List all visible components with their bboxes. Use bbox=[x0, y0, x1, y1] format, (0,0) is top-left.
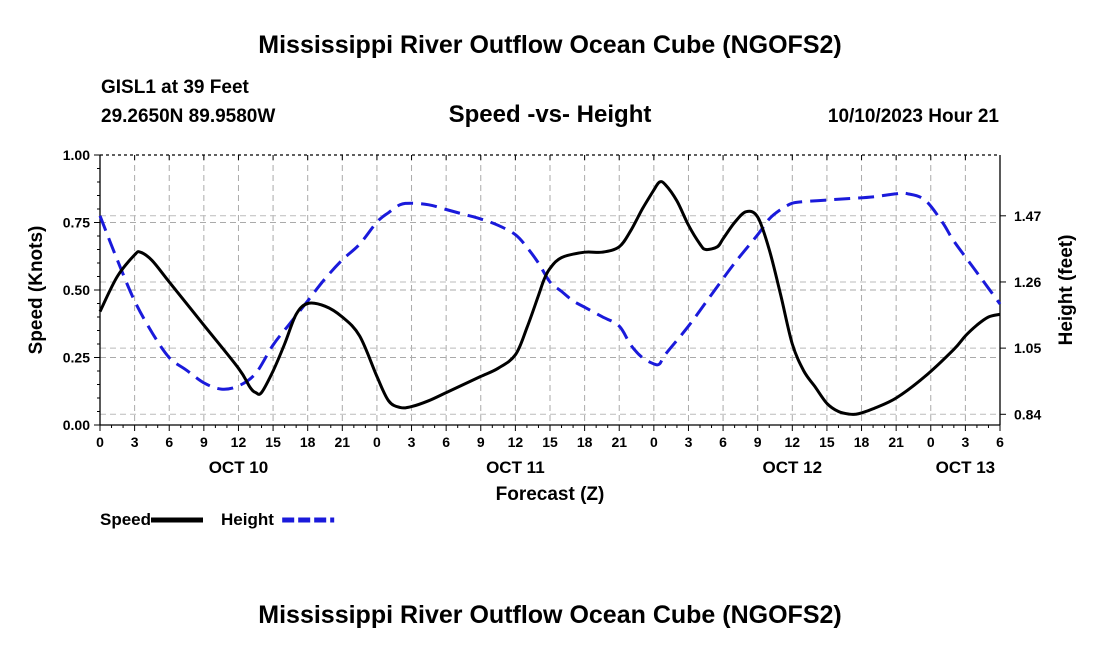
x-tick-label: 3 bbox=[961, 434, 969, 450]
x-tick-label: 15 bbox=[542, 434, 558, 450]
series-line-height bbox=[98, 191, 1002, 391]
y2-tick-label: 0.84 bbox=[1014, 406, 1041, 422]
x-tick-label: 0 bbox=[650, 434, 658, 450]
x-tick-label: 21 bbox=[611, 434, 627, 450]
x-tick-label: 9 bbox=[477, 434, 485, 450]
x-tick-label: 3 bbox=[408, 434, 416, 450]
x-day-label: OCT 13 bbox=[936, 458, 996, 477]
x-tick-label: 12 bbox=[508, 434, 524, 450]
x-tick-label: 9 bbox=[754, 434, 762, 450]
x-tick-label: 21 bbox=[335, 434, 351, 450]
y-tick-label: 0.00 bbox=[63, 417, 90, 433]
y2-tick-label: 1.47 bbox=[1014, 208, 1041, 224]
x-tick-label: 0 bbox=[96, 434, 104, 450]
x-tick-label: 3 bbox=[685, 434, 693, 450]
x-tick-label: 6 bbox=[442, 434, 450, 450]
speed-height-chart: 0 3 6 9 12 15 18 21 0 3 6 9 12 15 18 21 0 3 6 9 12 15 18 21 0 3 6O… bbox=[26, 147, 1077, 529]
legend-label-height: Height bbox=[221, 510, 274, 529]
x-day-label: OCT 10 bbox=[209, 458, 269, 477]
x-tick-label: 18 bbox=[577, 434, 593, 450]
y2-tick-label: 1.05 bbox=[1014, 340, 1041, 356]
x-tick-label: 6 bbox=[719, 434, 727, 450]
x-tick-label: 6 bbox=[165, 434, 173, 450]
series-line-speed bbox=[98, 180, 1001, 416]
forecast-timestamp: 10/10/2023 Hour 21 bbox=[827, 106, 999, 127]
chart-subtitle: Speed -vs- Height bbox=[448, 101, 652, 128]
x-tick-label: 18 bbox=[854, 434, 870, 450]
x-day-label: OCT 12 bbox=[763, 458, 823, 477]
x-tick-label: 6 bbox=[996, 434, 1004, 450]
legend-label-speed: Speed bbox=[100, 510, 151, 529]
station-coordinates: 29.2650N 89.9580W bbox=[101, 106, 276, 127]
footer-title: Mississippi River Outflow Ocean Cube (NG… bbox=[258, 601, 842, 629]
page-title: Mississippi River Outflow Ocean Cube (NG… bbox=[258, 31, 842, 59]
x-tick-label: 3 bbox=[131, 434, 139, 450]
y-tick-label: 1.00 bbox=[63, 147, 90, 163]
y-tick-label: 0.50 bbox=[63, 282, 90, 298]
x-tick-label: 12 bbox=[231, 434, 247, 450]
y-tick-label: 0.25 bbox=[63, 350, 90, 366]
x-day-label: OCT 11 bbox=[486, 458, 545, 477]
x-axis-title: Forecast (Z) bbox=[496, 484, 605, 505]
x-tick-label: 9 bbox=[200, 434, 208, 450]
y-axis-title: Speed (Knots) bbox=[26, 226, 47, 355]
x-tick-label: 15 bbox=[819, 434, 835, 450]
x-tick-label: 12 bbox=[785, 434, 801, 450]
x-tick-label: 0 bbox=[373, 434, 381, 450]
y2-axis-title: Height (feet) bbox=[1056, 235, 1077, 346]
y-tick-label: 0.75 bbox=[63, 215, 90, 231]
station-label: GISL1 at 39 Feet bbox=[101, 77, 249, 98]
x-tick-label: 15 bbox=[265, 434, 281, 450]
y2-tick-label: 1.26 bbox=[1014, 274, 1041, 290]
x-tick-label: 0 bbox=[927, 434, 935, 450]
x-tick-label: 21 bbox=[888, 434, 904, 450]
x-tick-label: 18 bbox=[300, 434, 316, 450]
